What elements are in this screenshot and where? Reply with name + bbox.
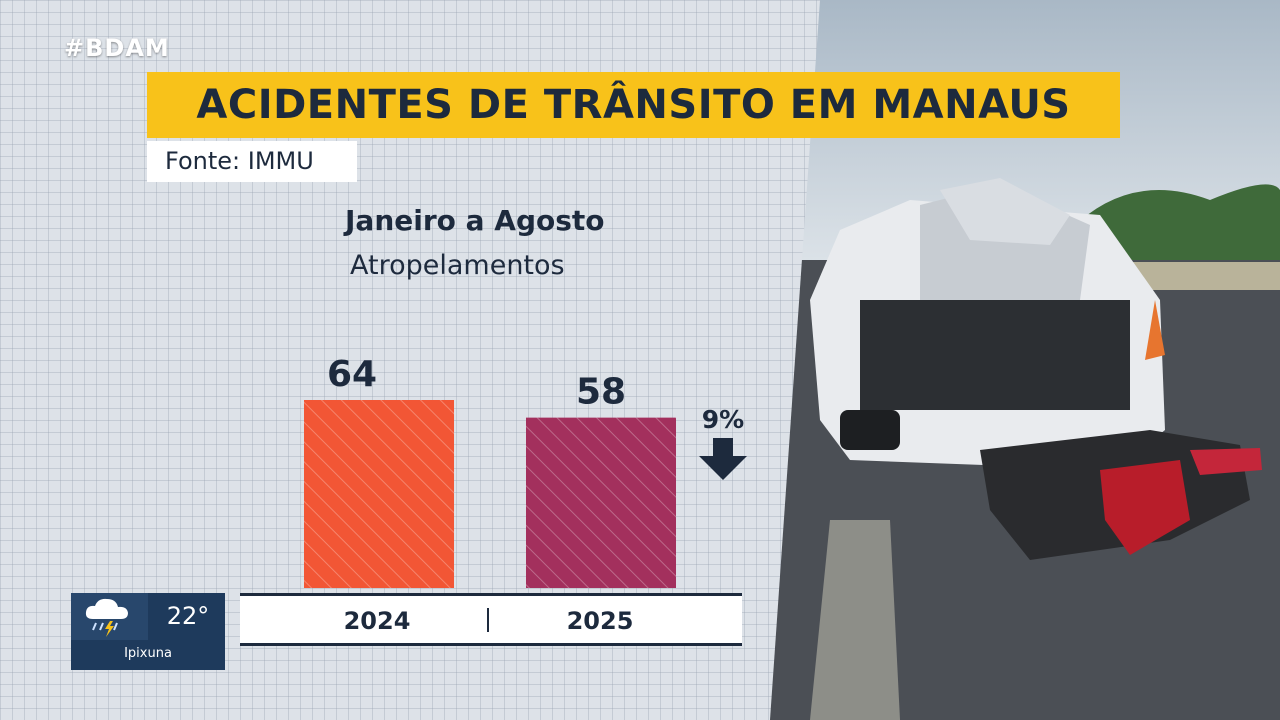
bar-value-label: 64 [327, 354, 377, 395]
bar-hatch [304, 400, 454, 588]
bar-value-label: 58 [576, 372, 626, 413]
x-tick-label: 2024 [343, 607, 411, 635]
axis-separator [487, 608, 489, 632]
x-tick-label: 2025 [566, 607, 634, 635]
period-label: Janeiro a Agosto [345, 204, 605, 237]
channel-hashtag: #BDAM [64, 34, 170, 62]
rain-thunder-icon [71, 593, 148, 640]
chart-title: ACIDENTES DE TRÂNSITO EM MANAUS [196, 82, 1071, 128]
source-box: Fonte: IMMU [147, 141, 357, 182]
change-percent: 9% [701, 405, 745, 434]
accident-photo [770, 0, 1280, 720]
city-name: Ipixuna [124, 646, 172, 661]
title-banner: ACIDENTES DE TRÂNSITO EM MANAUS [147, 72, 1120, 138]
bar-hatch [526, 417, 676, 588]
x-axis: 2024 2025 [240, 593, 742, 646]
category-label: Atropelamentos [350, 250, 565, 281]
source-label: Fonte: IMMU [165, 147, 314, 175]
weather-widget: 22° Ipixuna [71, 593, 225, 670]
down-arrow-icon [699, 438, 747, 480]
temperature: 22° [166, 602, 210, 630]
